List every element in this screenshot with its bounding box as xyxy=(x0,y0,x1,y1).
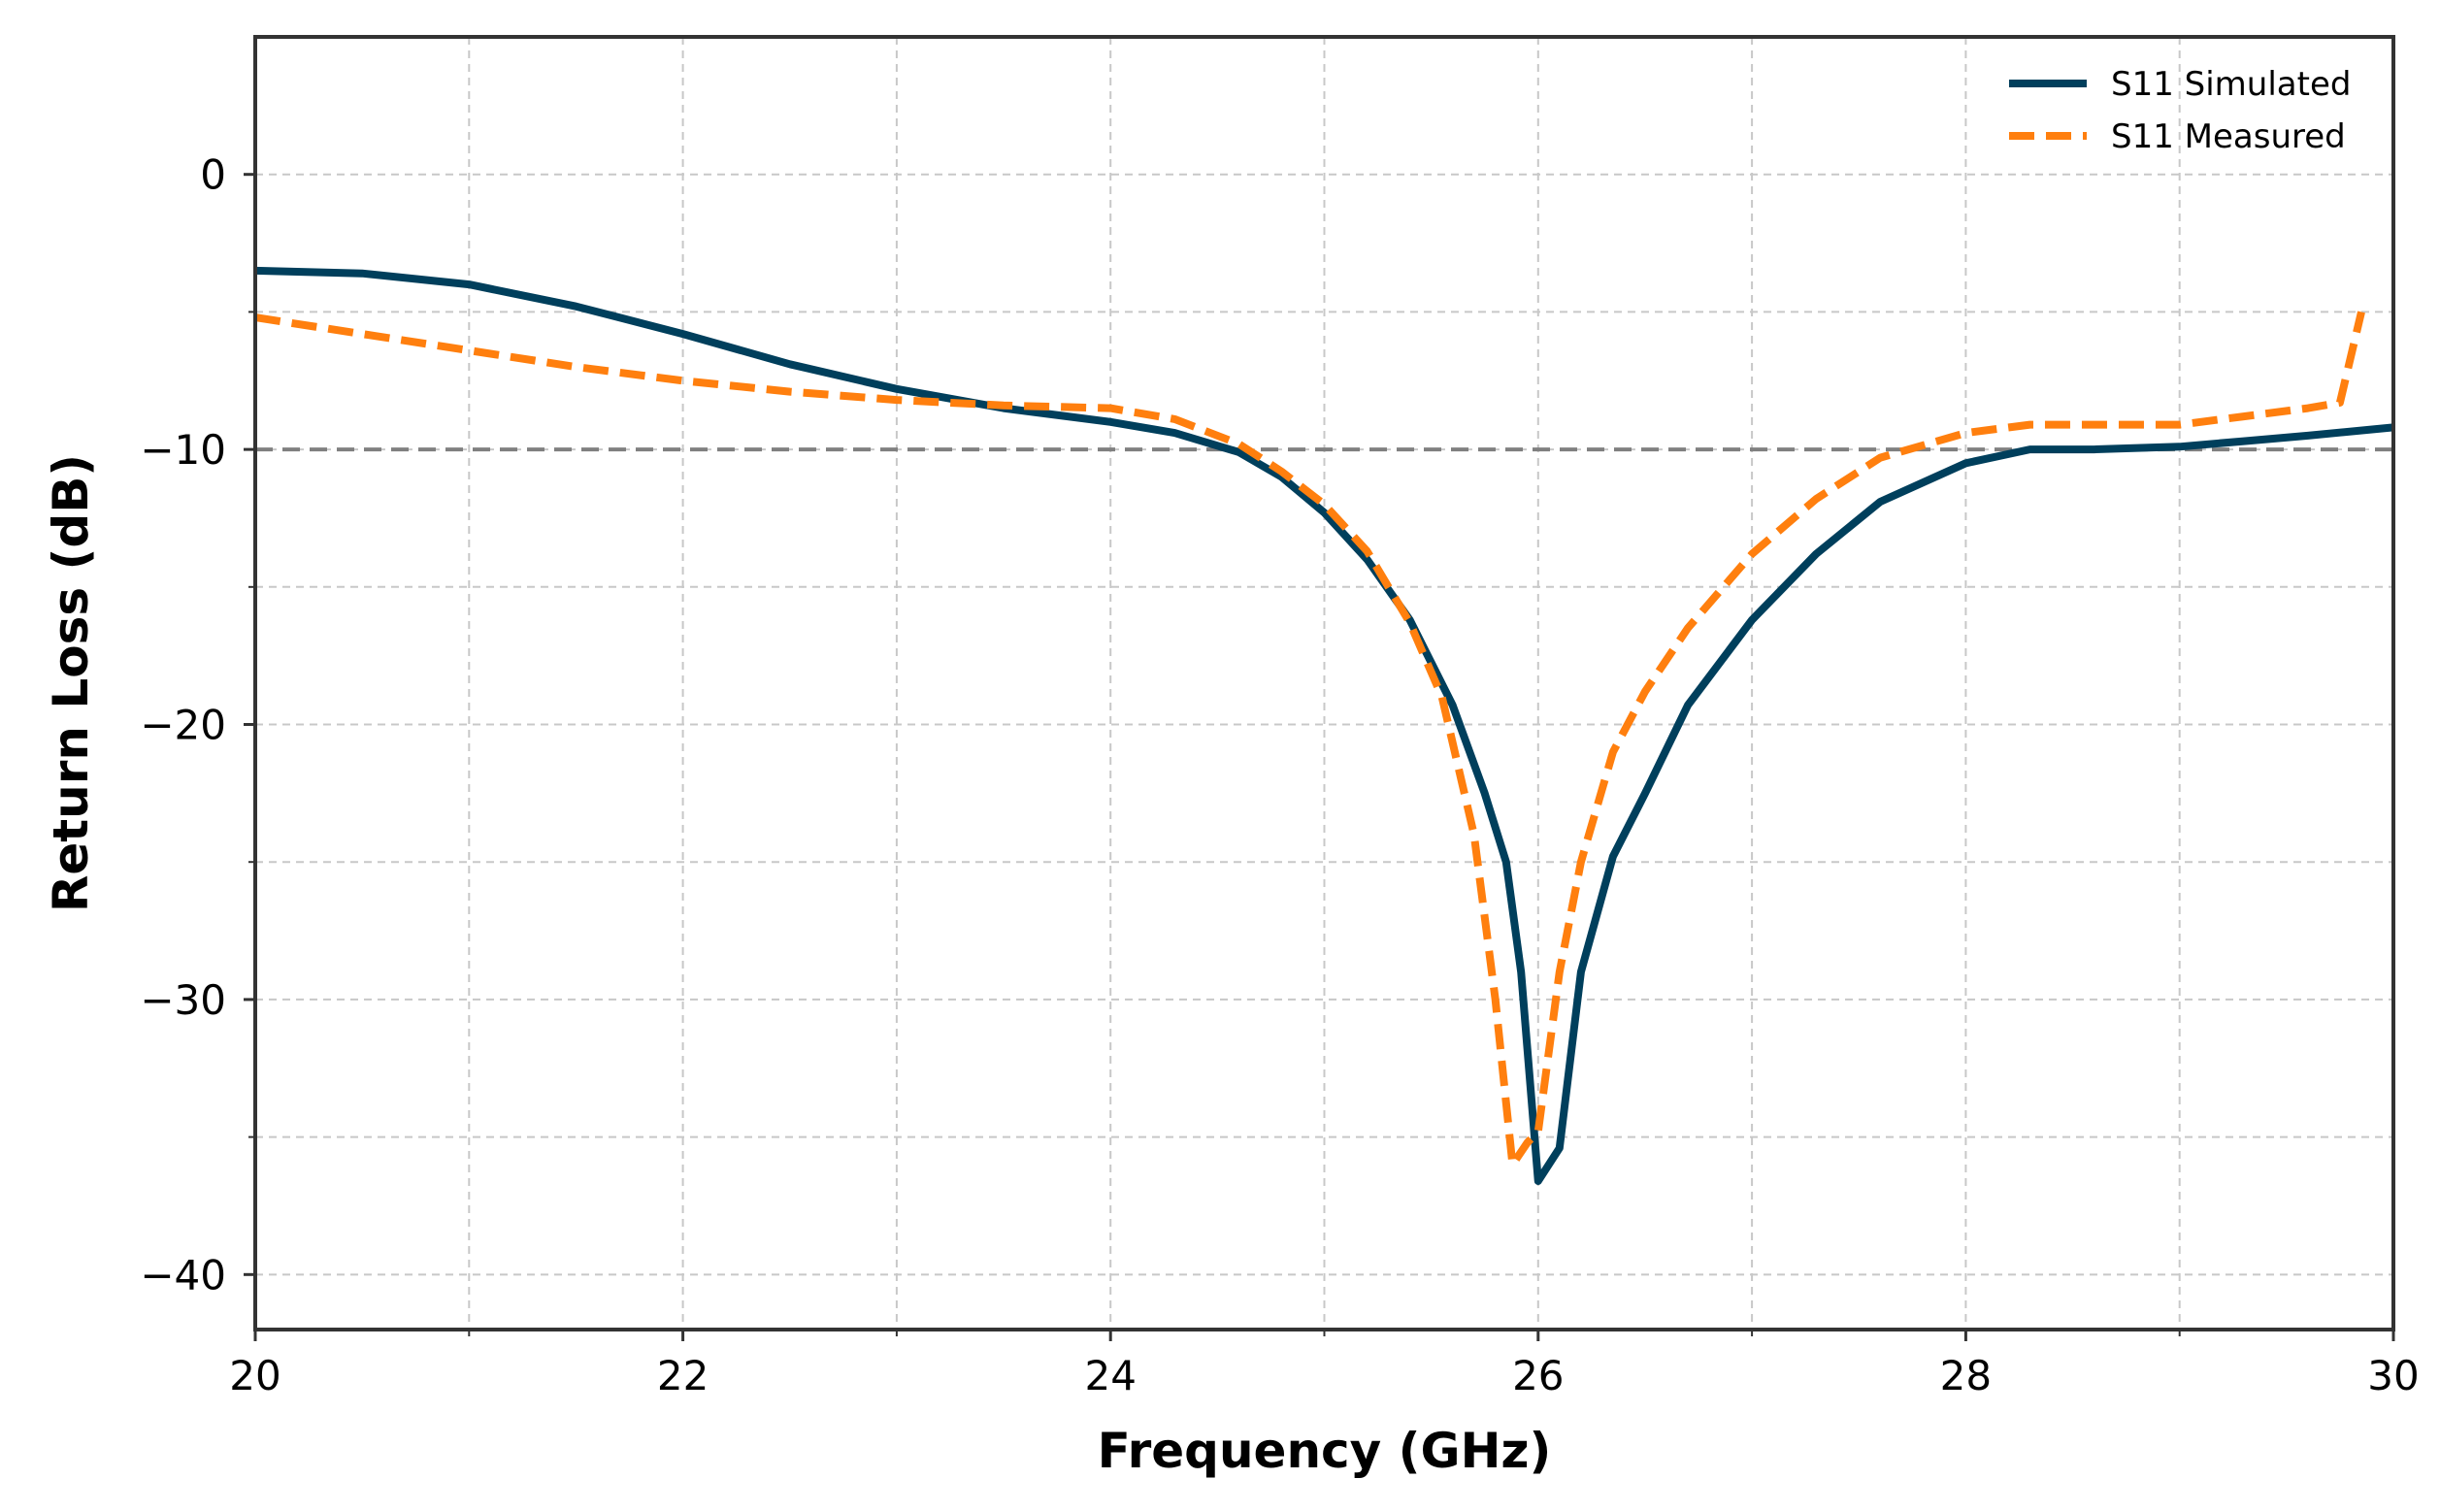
legend-label-measured: S11 Measured xyxy=(2111,117,2346,156)
y-axis-title: Return Loss (dB) xyxy=(43,454,99,912)
grid xyxy=(254,37,2394,1330)
y-tick-label: 0 xyxy=(200,151,226,199)
x-tick-label: 30 xyxy=(2367,1352,2419,1399)
series-layer xyxy=(254,266,2394,1185)
x-tick-label: 22 xyxy=(657,1352,709,1399)
y-tick-label: −20 xyxy=(140,702,226,749)
x-tick-label: 24 xyxy=(1084,1352,1136,1399)
legend: S11 Simulated S11 Measured xyxy=(2009,65,2351,156)
x-tick-label: 26 xyxy=(1512,1352,1564,1399)
series-line-simulated xyxy=(254,266,2394,1185)
legend-label-simulated: S11 Simulated xyxy=(2111,65,2351,104)
y-tick-label: −30 xyxy=(140,976,226,1024)
x-tick-label: 20 xyxy=(229,1352,280,1399)
ticks: 20 22 24 26 28 30 0 −10 −20 −30 −40 xyxy=(140,151,2419,1399)
x-axis-title: Frequency (GHz) xyxy=(1098,1423,1552,1479)
series-line-measured xyxy=(254,311,2365,1168)
x-tick-label: 28 xyxy=(1940,1352,1992,1399)
y-tick-label: −40 xyxy=(140,1251,226,1298)
y-tick-label: −10 xyxy=(140,426,226,474)
